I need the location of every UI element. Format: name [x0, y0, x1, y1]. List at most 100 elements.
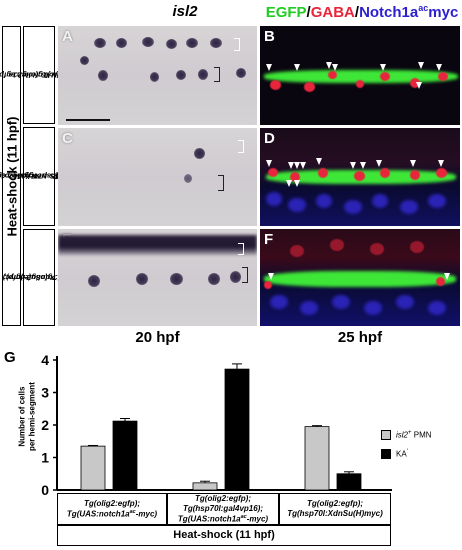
arrowhead [332, 64, 338, 71]
ventral-bracket [218, 175, 224, 191]
gaba-cell [290, 245, 304, 257]
cell [88, 275, 100, 287]
arrowhead [266, 160, 272, 167]
cat2-line2: Tg(hsp70l:gal4vp16); [182, 503, 263, 513]
cell [236, 68, 246, 78]
notch-nucleus [300, 301, 318, 315]
legend-ka-sup: ' [406, 449, 408, 455]
arrowhead [294, 162, 300, 169]
cell [142, 37, 154, 47]
heat-shock-footer-text: Heat-shock (11 hpf) [173, 528, 275, 541]
y-tick-label: 2 [41, 417, 49, 433]
category-box-2: Tg(olig2:egfp); Tg(hsp70l:gal4vp16); Tg(UA… [167, 493, 279, 525]
arrowhead [418, 62, 424, 69]
gaba-cell [304, 82, 315, 92]
time-label-left: 20 hpf [135, 329, 180, 346]
cat2-line3: Tg(UAS:notch1a [177, 514, 241, 524]
notch-nucleus [372, 194, 388, 208]
y-tick-label: 1 [41, 450, 49, 466]
bar-pmn [304, 426, 330, 491]
cell [136, 273, 148, 285]
ventral-bracket [242, 267, 248, 283]
cell [198, 69, 208, 80]
arrowhead [360, 162, 366, 169]
panel-c-letter: C [62, 130, 73, 147]
panel-f-image: F [260, 229, 460, 326]
category-1-text: Tg(olig2:egfp); Tg(UAS:notch1aac-myc) [67, 499, 157, 520]
notch-nucleus [428, 194, 446, 208]
legend-ka-main: KA [396, 449, 407, 459]
top-bracket [238, 243, 244, 255]
egfp-band [264, 70, 458, 83]
cat3-line1: Tg(olig2:egfp); [307, 499, 363, 508]
notch-nucleus [400, 200, 418, 214]
cat1-line2b: -myc) [135, 509, 158, 519]
gaba-cell [380, 168, 390, 178]
notch-sup: ac [418, 3, 429, 13]
cell [166, 39, 177, 49]
panel-b-letter: B [264, 28, 275, 45]
gaba-cell [436, 277, 445, 286]
heat-shock-side-label: Heat-shock (11 hpf) [2, 26, 21, 326]
arrowhead [410, 160, 416, 167]
y-tick-label: 0 [41, 482, 49, 498]
time-label-right: 25 hpf [337, 329, 383, 346]
gaba-cell [436, 168, 447, 178]
legend-pmn-sup: + [408, 430, 412, 436]
legend-label-ka: KA' [396, 449, 408, 459]
gaba-cell [356, 80, 364, 88]
gaba-cell [270, 80, 281, 90]
cat1-line1: Tg(olig2:egfp); [84, 498, 140, 508]
notch-nucleus [364, 301, 382, 315]
panel-d-image: D [260, 128, 460, 226]
arrowhead [376, 160, 382, 167]
notch-nucleus [428, 301, 446, 315]
cell [116, 38, 127, 48]
cat2-sup: ac [240, 513, 247, 520]
channel-legend-header: EGFP/GABA/Notch1aacmyc [262, 3, 462, 21]
notch-tail: myc [428, 4, 459, 21]
gaba-cell [380, 72, 390, 81]
legend-pmn-tail: PMN [411, 430, 432, 440]
legend-label-pmn: isl2+ PMN [396, 430, 432, 440]
arrowhead [438, 160, 444, 167]
gaba-cell [410, 170, 420, 180]
cell [208, 273, 220, 285]
heat-shock-footer: Heat-shock (11 hpf) [57, 525, 391, 546]
gaba-cell [328, 71, 337, 79]
arrowhead [300, 162, 306, 169]
panel-a-letter: A [62, 28, 73, 45]
row-label-1: Tg(olig2:egfp);Tg(UAS:Notch1aac-myc) [0, 26, 69, 124]
legend-swatch-ka [381, 449, 391, 459]
notch-nucleus [396, 295, 414, 309]
row-label-3: Tg(olig2:egfp); Tg(hsp70l:XdnSu(H)myc) [3, 229, 93, 326]
category-2-text: Tg(olig2:egfp); Tg(hsp70l:gal4vp16); Tg(UA… [178, 494, 268, 525]
panel-c-image: C [58, 128, 257, 226]
cell [210, 38, 222, 48]
arrowhead [294, 64, 300, 71]
cell [170, 273, 183, 285]
cell [94, 38, 106, 48]
bar-ka [224, 368, 250, 491]
gaba-cell [264, 281, 272, 289]
panel-a-image: A [58, 26, 257, 125]
gaba-cell [438, 72, 448, 81]
cell [80, 56, 89, 65]
arrowhead [350, 162, 356, 169]
cat1-sup: ac [129, 508, 136, 515]
egfp-band [264, 271, 456, 287]
panel-e-image: E [58, 229, 257, 326]
egfp-label: EGFP [265, 4, 307, 21]
panel-g-letter: G [4, 349, 16, 366]
gaba-cell [318, 168, 328, 178]
gaba-cell [410, 78, 420, 88]
notch-nucleus [344, 200, 362, 214]
cell [184, 174, 192, 183]
notch-nucleus [270, 295, 288, 309]
category-box-3: Tg(olig2:egfp); Tg(hsp70l:XdnSu(H)myc) [279, 493, 391, 525]
panel-b-image: B [260, 26, 460, 125]
category-3-text: Tg(olig2:egfp); Tg(hsp70l:XdnSu(H)myc) [287, 499, 383, 519]
category-box-1: Tg(olig2:egfp); Tg(UAS:notch1aac-myc) [57, 493, 167, 525]
panel-d-letter: D [264, 130, 275, 147]
